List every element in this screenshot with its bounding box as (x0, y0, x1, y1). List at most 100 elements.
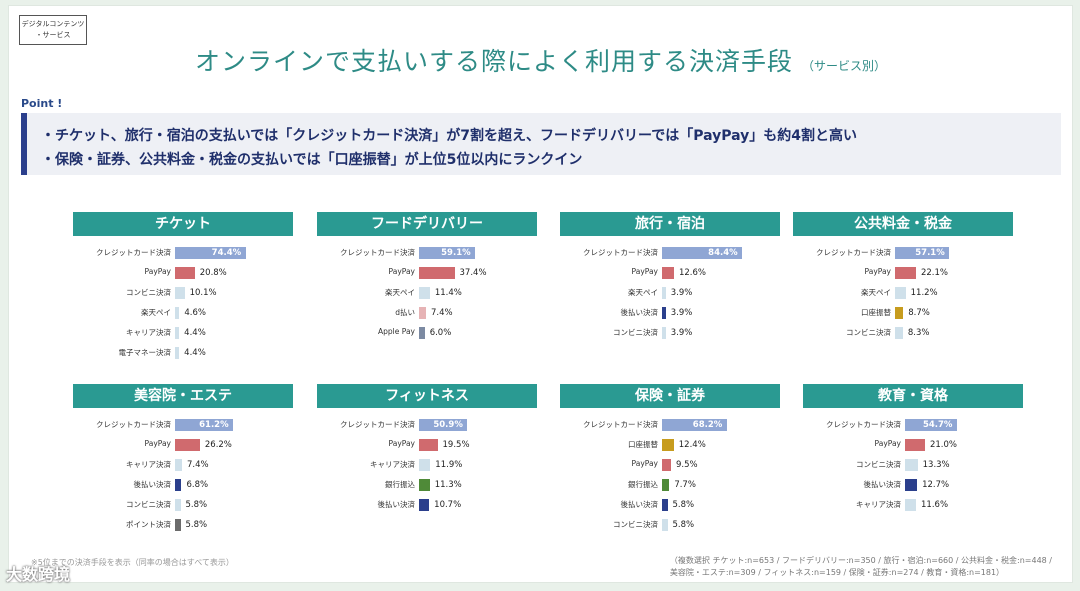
bar (662, 267, 674, 279)
bar (895, 327, 903, 339)
data-label: 5.8% (185, 520, 208, 530)
category-label: クレジットカード決済 (340, 248, 415, 257)
chart-row: クレジットカード決済 61.2% (73, 417, 293, 434)
category-label: 口座振替 (628, 440, 658, 449)
chart-title: チケット (73, 212, 293, 236)
category-label: 後払い決済 (620, 500, 659, 509)
chart-row: PayPay 37.4% (317, 265, 537, 282)
data-label: 12.4% (678, 440, 706, 450)
category-label: クレジットカード決済 (583, 248, 658, 257)
data-label: 8.3% (907, 328, 930, 338)
category-label: 楽天ペイ (385, 288, 415, 297)
bar (662, 459, 672, 471)
chart-row: PayPay 21.0% (803, 437, 1023, 454)
category-label: PayPay (864, 267, 891, 276)
bar (895, 307, 904, 319)
bar (662, 439, 674, 451)
chart-title: 旅行・宿泊 (560, 212, 780, 236)
chart-row: クレジットカード決済 54.7% (803, 417, 1023, 434)
bar (905, 419, 957, 431)
data-label: 19.5% (442, 440, 470, 450)
watermark-logo: 大数跨境 (6, 565, 71, 584)
footnote-left: ※5位までの決済手段を表示（同率の場合はすべて表示） (31, 558, 234, 567)
chart-panel: 美容院・エステ クレジットカード決済 61.2% PayPay 26.2% キャリア決済 7… (73, 384, 293, 537)
chart-title: フードデリバリー (317, 212, 537, 236)
footnote-right-line1: （複数選択 チケット:n=653 / フードデリバリー:n=350 / 旅行・宿… (669, 556, 1052, 565)
bar (175, 459, 183, 471)
data-label: 11.9% (435, 460, 463, 470)
category-label: d払い (395, 308, 415, 317)
chart-row: PayPay 19.5% (317, 437, 537, 454)
category-label: 楽天ペイ (141, 308, 171, 317)
category-label: キャリア決済 (126, 328, 171, 337)
bar (662, 499, 668, 511)
chart-row: 楽天ペイ 11.4% (317, 285, 537, 302)
category-label: コンビニ決済 (856, 460, 901, 469)
chart-row: コンビニ決済 5.8% (560, 517, 780, 534)
bar (419, 307, 427, 319)
bar (662, 519, 668, 531)
category-label: クレジットカード決済 (816, 248, 891, 257)
bar (662, 287, 666, 299)
chart-row: コンビニ決済 3.9% (560, 325, 780, 342)
data-label: 6.8% (186, 480, 209, 490)
chart-panel: 教育・資格 クレジットカード決済 54.7% PayPay 21.0% コンビニ決済 13.… (803, 384, 1023, 517)
chart-row: PayPay 22.1% (793, 265, 1013, 282)
category-label: クレジットカード決済 (96, 420, 171, 429)
chart-row: コンビニ決済 5.8% (73, 497, 293, 514)
bar (419, 327, 425, 339)
category-label: コンビニ決済 (613, 328, 658, 337)
bar (175, 287, 185, 299)
slide-title: オンラインで支払いする際によく利用する決済手段 （サービス別） (9, 42, 1072, 78)
chart-rows: クレジットカード決済 57.1% PayPay 22.1% 楽天ペイ 11.2% 口座振替 8… (793, 245, 1013, 342)
chart-rows: クレジットカード決済 50.9% PayPay 19.5% キャリア決済 11.9% 銀行振… (317, 417, 537, 514)
chart-row: Apple Pay 6.0% (317, 325, 537, 342)
chart-panel: 保険・証券 クレジットカード決済 68.2% 口座振替 12.4% PayPay 9.5% 銀… (560, 384, 780, 537)
data-label: 20.8% (199, 268, 227, 278)
data-label: 13.3% (922, 460, 950, 470)
bar (662, 479, 670, 491)
category-label: クレジットカード決済 (340, 420, 415, 429)
bar (175, 247, 246, 259)
point-line-1: ・チケット、旅行・宿泊の支払いでは「クレジットカード決済」が7割を超え、フードデ… (41, 128, 857, 144)
chart-row: 後払い決済 3.9% (560, 305, 780, 322)
data-label: 11.4% (434, 288, 462, 298)
bar (419, 419, 468, 431)
bar (175, 439, 200, 451)
chart-row: 後払い決済 10.7% (317, 497, 537, 514)
data-label: 7.7% (674, 480, 696, 490)
chart-row: キャリア決済 11.9% (317, 457, 537, 474)
slide-title-main: オンラインで支払いする際によく利用する決済手段 (195, 47, 794, 76)
category-label: 電子マネー決済 (118, 348, 172, 357)
bar (895, 247, 950, 259)
point-line-2: ・保険・証券、公共料金・税金の支払いでは「口座振替」が上位5位以内にランクイン (41, 152, 583, 168)
chart-row: PayPay 9.5% (560, 457, 780, 474)
bar (175, 499, 181, 511)
chart-rows: クレジットカード決済 84.4% PayPay 12.6% 楽天ペイ 3.9% 後払い決済 3… (560, 245, 780, 342)
bar (175, 419, 234, 431)
data-label: 21.0% (929, 440, 957, 450)
chart-row: d払い 7.4% (317, 305, 537, 322)
data-label: 37.4% (459, 268, 487, 278)
category-label: PayPay (144, 439, 171, 448)
bar (419, 459, 431, 471)
data-label: 11.2% (910, 288, 938, 298)
data-label: 4.4% (184, 348, 206, 358)
data-label: 59.1% (441, 248, 471, 258)
category-label: PayPay (388, 267, 415, 276)
bar (419, 499, 430, 511)
chart-panel: 旅行・宿泊 クレジットカード決済 84.4% PayPay 12.6% 楽天ペイ 3.9% 後… (560, 212, 780, 345)
data-label: 68.2% (692, 420, 723, 430)
category-label: コンビニ決済 (126, 288, 171, 297)
bar (662, 247, 743, 259)
chart-row: 後払い決済 12.7% (803, 477, 1023, 494)
chart-row: クレジットカード決済 74.4% (73, 245, 293, 262)
data-label: 5.8% (672, 500, 695, 510)
data-label: 11.6% (921, 500, 949, 510)
slide-title-sub: （サービス別） (801, 59, 886, 73)
chart-title: 美容院・エステ (73, 384, 293, 408)
data-label: 3.9% (670, 308, 693, 318)
category-label: 後払い決済 (620, 308, 659, 317)
chart-panel: 公共料金・税金 クレジットカード決済 57.1% PayPay 22.1% 楽天ペイ 11.… (793, 212, 1013, 345)
bar (175, 327, 180, 339)
